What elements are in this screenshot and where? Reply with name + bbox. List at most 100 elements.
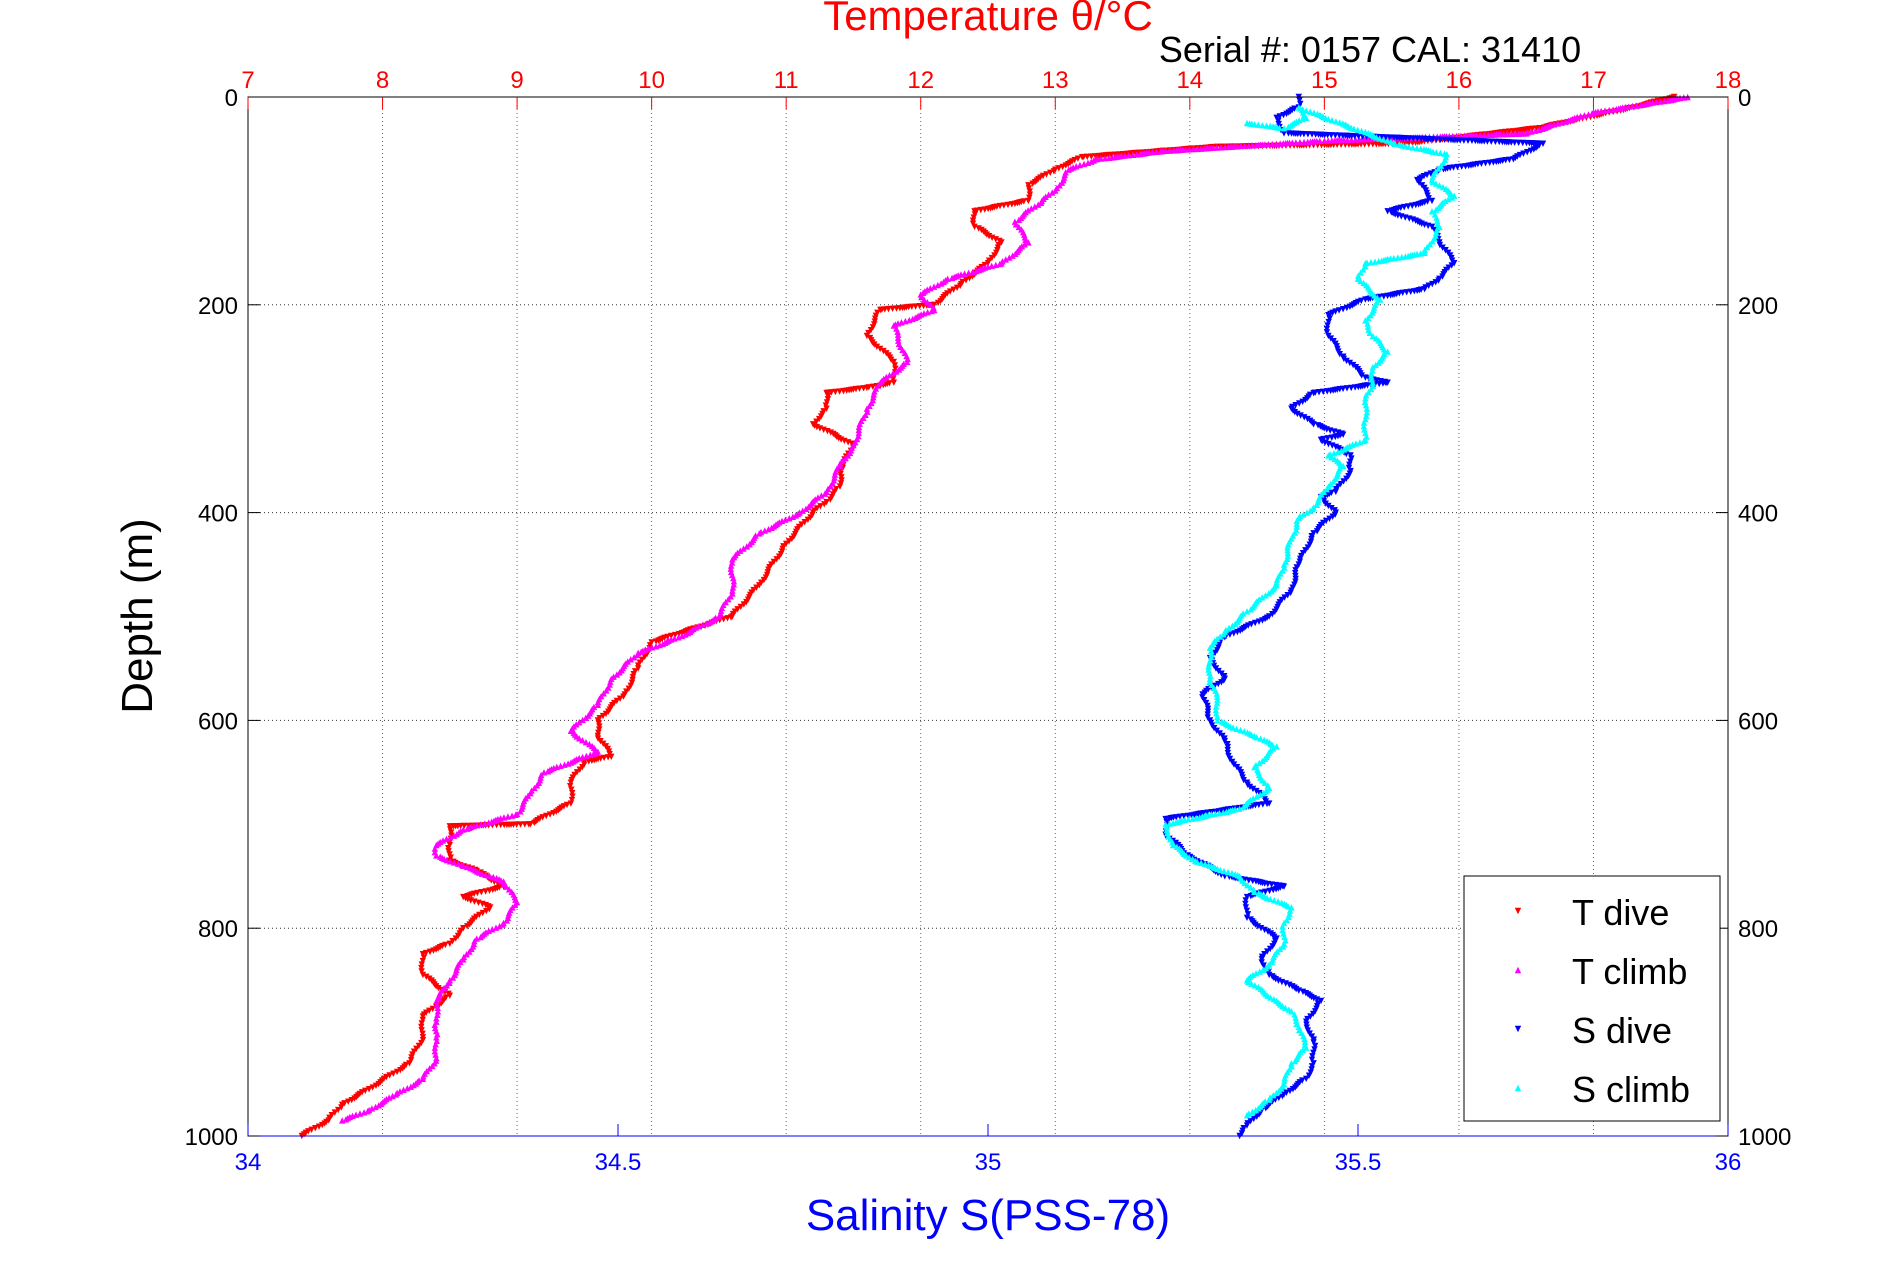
data-point [1259, 121, 1266, 129]
data-point [988, 262, 995, 270]
data-point [582, 714, 589, 722]
data-point [568, 796, 576, 804]
data-point [924, 299, 931, 306]
data-point [1291, 1057, 1299, 1065]
data-point [1244, 881, 1251, 889]
data-point [648, 644, 656, 651]
data-point [1274, 898, 1282, 905]
data-point [996, 260, 1003, 268]
data-point [1437, 149, 1444, 157]
data-point [419, 1030, 426, 1038]
data-point [1217, 866, 1224, 874]
data-point [1282, 1004, 1289, 1012]
data-point [432, 1051, 439, 1058]
data-point [1340, 462, 1347, 470]
data-point [1207, 647, 1215, 654]
data-point [1257, 791, 1264, 799]
data-point [594, 701, 602, 709]
data-point [1432, 279, 1439, 286]
data-point [389, 1092, 396, 1100]
data-point [418, 1020, 425, 1027]
data-point [418, 1023, 425, 1031]
data-point [1261, 926, 1268, 934]
data-point [761, 527, 769, 534]
data-point [576, 718, 583, 726]
legend-label-t-dive: T dive [1572, 892, 1669, 933]
data-point [1363, 412, 1370, 419]
data-point [582, 738, 590, 746]
data-point [1380, 136, 1387, 143]
data-point [1258, 594, 1266, 601]
data-point [583, 752, 590, 760]
data-point [1101, 155, 1109, 162]
data-point [1251, 763, 1258, 771]
data-point [1448, 194, 1456, 201]
data-point [503, 917, 511, 924]
data-point [1012, 221, 1020, 228]
data-point [1425, 282, 1432, 289]
data-point [801, 518, 808, 526]
data-point [1310, 389, 1317, 397]
data-point [1217, 633, 1224, 640]
data-point [924, 309, 931, 316]
data-point [1323, 325, 1331, 333]
data-point [1133, 151, 1141, 158]
data-point [1436, 223, 1443, 231]
data-point [1394, 254, 1402, 261]
data-point [431, 1047, 439, 1055]
data-point [1288, 1008, 1295, 1015]
data-point [1292, 1017, 1300, 1024]
data-point [1310, 1039, 1317, 1046]
data-point [1247, 1117, 1254, 1125]
data-point [1084, 159, 1092, 167]
data-point [1237, 726, 1244, 734]
data-point [1287, 589, 1294, 597]
data-point [607, 678, 614, 685]
x-axis-label: Salinity S(PSS-78) [806, 1191, 1170, 1240]
data-point [831, 471, 839, 478]
data-point [463, 950, 470, 958]
data-point [1429, 238, 1436, 245]
data-point [1169, 841, 1177, 849]
data-point [717, 607, 725, 614]
data-point [1359, 266, 1367, 273]
data-point [863, 405, 871, 412]
data-point [1297, 412, 1304, 419]
data-point [1252, 1106, 1259, 1114]
data-point [1194, 145, 1201, 153]
data-point [1249, 785, 1257, 793]
legend-label-s-climb: S climb [1572, 1069, 1690, 1110]
data-point [1242, 897, 1249, 904]
y-axis-label: Depth (m) [113, 518, 162, 714]
data-point [1581, 112, 1588, 119]
data-point [372, 1103, 379, 1111]
data-point [1025, 197, 1032, 205]
data-point [786, 514, 793, 522]
data-point [729, 556, 736, 563]
series-t-climb [338, 93, 1691, 1124]
data-point [1558, 119, 1566, 126]
data-point [1281, 933, 1288, 941]
data-point [1460, 137, 1468, 144]
data-point [375, 1080, 382, 1088]
data-point [579, 737, 586, 744]
tick-label-depth-right: 800 [1738, 916, 1778, 943]
data-point [953, 284, 961, 291]
data-point [890, 379, 898, 386]
data-point [831, 474, 838, 481]
data-point [1265, 590, 1272, 597]
chart-subtitle: Serial #: 0157 CAL: 31410 [1159, 29, 1581, 70]
data-point [481, 820, 489, 827]
data-point [652, 642, 660, 650]
data-point [902, 317, 909, 325]
data-point [1212, 810, 1219, 817]
data-point [1323, 486, 1330, 493]
data-point [1588, 110, 1596, 117]
data-point [1309, 1053, 1316, 1060]
data-point [817, 503, 824, 510]
data-point [1323, 329, 1331, 336]
data-point [1015, 216, 1023, 223]
data-point [1279, 923, 1286, 930]
data-point [827, 496, 834, 503]
